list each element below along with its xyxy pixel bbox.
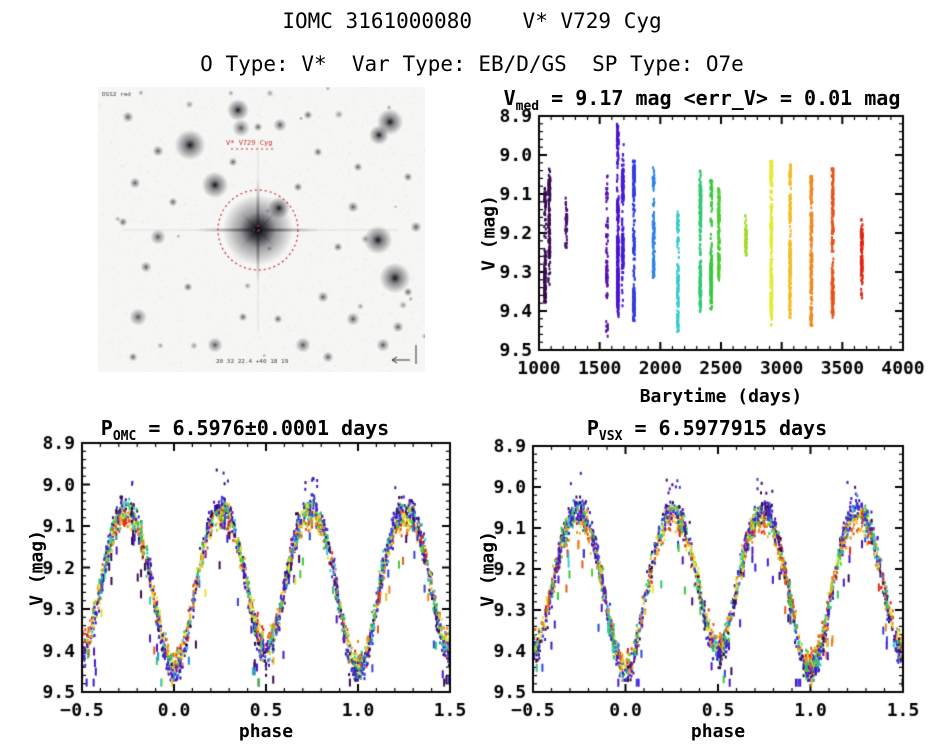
timeseries-title-rest: = 9.17 mag <err_V> = 0.01 mag xyxy=(539,86,901,110)
phase-omc-title-prefix: P xyxy=(100,416,113,440)
phase-vsx-y-axis-label: V (mag) xyxy=(477,531,499,607)
phase-vsx-plot-canvas xyxy=(470,420,944,747)
page-title: IOMC 3161000080 V* V729 Cyg xyxy=(282,9,662,33)
timeseries-plot-title: Vmed = 9.17 mag <err_V> = 0.01 mag xyxy=(460,87,944,118)
timeseries-x-axis-label: Barytime (days) xyxy=(639,386,803,407)
phase-omc-plot-canvas xyxy=(20,420,470,747)
phase-vsx-x-axis-label: phase xyxy=(690,721,746,742)
phase-omc-y-axis-label: V (mag) xyxy=(26,530,48,606)
phase-omc-title-rest: = 6.5976±0.0001 days xyxy=(136,416,390,440)
phase-vsx-title-rest: = 6.5977915 days xyxy=(622,416,828,440)
phase-omc-title-sub: OMC xyxy=(112,429,137,444)
phase-vsx-title-sub: VSX xyxy=(598,429,623,444)
finder-chart-canvas xyxy=(98,87,425,372)
phase-vsx-title-prefix: P xyxy=(586,416,599,440)
timeseries-title-prefix: V xyxy=(503,86,516,110)
timeseries-y-axis-label: V (mag) xyxy=(478,195,500,271)
phase-vsx-plot-title: PVSX = 6.5977915 days xyxy=(470,417,944,448)
phase-omc-x-axis-label: phase xyxy=(238,721,294,742)
timeseries-title-sub: med xyxy=(515,99,540,114)
phase-omc-plot-title: POMC = 6.5976±0.0001 days xyxy=(20,417,470,448)
timeseries-plot-canvas xyxy=(460,85,944,410)
page-subtitle: O Type: V* Var Type: EB/D/GS SP Type: O7… xyxy=(200,52,744,76)
